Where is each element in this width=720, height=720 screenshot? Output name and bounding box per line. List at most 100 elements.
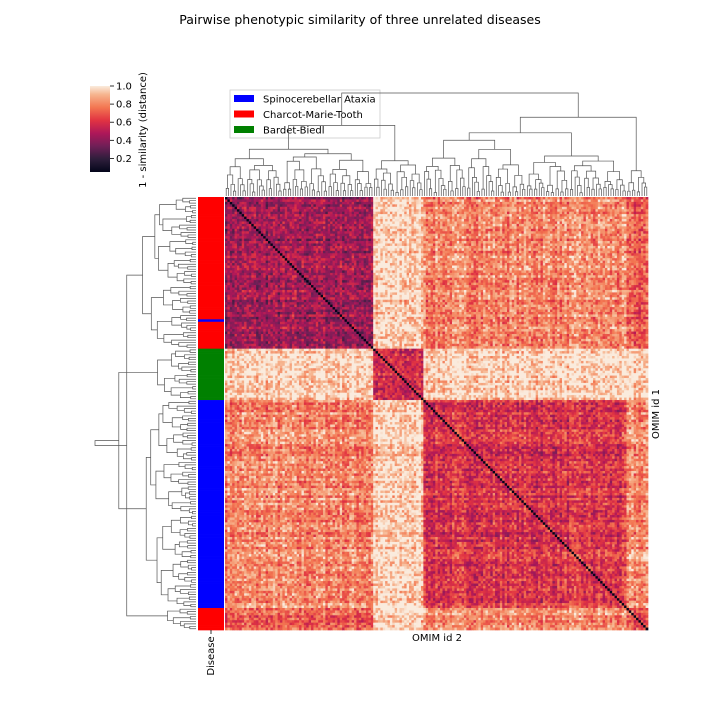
heatmap-cell	[385, 239, 388, 242]
heatmap-cell	[399, 251, 402, 254]
heatmap-cell	[543, 251, 546, 254]
heatmap-cell	[591, 236, 594, 239]
heatmap-cell	[431, 214, 434, 217]
heatmap-cell	[244, 197, 247, 200]
heatmap-cell	[591, 212, 594, 215]
heatmap-cell	[507, 221, 510, 224]
heatmap-cell	[232, 251, 235, 254]
row-dendrogram	[95, 198, 196, 629]
heatmap-cell	[626, 217, 629, 220]
heatmap-cell	[569, 243, 572, 246]
heatmap-cell	[278, 221, 281, 224]
heatmap-cell	[452, 229, 455, 232]
heatmap-cell	[435, 234, 438, 237]
heatmap-cell	[615, 229, 618, 232]
heatmap-cell	[239, 248, 242, 251]
heatmap-cell	[591, 234, 594, 237]
heatmap-cell	[435, 199, 438, 202]
heatmap-cell	[583, 231, 586, 234]
heatmap-cell	[548, 224, 551, 227]
heatmap-cell	[550, 202, 553, 205]
heatmap-cell	[502, 217, 505, 220]
heatmap-cell	[505, 239, 508, 242]
heatmap-cell	[634, 224, 637, 227]
dendrogram-link	[172, 317, 182, 325]
heatmap-cell	[354, 221, 357, 224]
heatmap-cell	[543, 231, 546, 234]
dendrogram-link	[572, 171, 578, 190]
heatmap-cell	[407, 199, 410, 202]
heatmap-cell	[617, 243, 620, 246]
heatmap-cell	[344, 229, 347, 232]
row-color-cell	[198, 486, 224, 489]
heatmap-cell	[433, 199, 436, 202]
heatmap-cell	[469, 229, 472, 232]
heatmap-cell	[442, 209, 445, 212]
heatmap-cell	[390, 214, 393, 217]
heatmap-cell	[471, 236, 474, 239]
heatmap-cell	[419, 243, 422, 246]
heatmap-cell	[502, 202, 505, 205]
heatmap-cell	[404, 253, 407, 256]
heatmap-cell	[263, 207, 266, 210]
heatmap-cell	[399, 212, 402, 215]
heatmap-cell	[576, 251, 579, 254]
dendrogram-link	[188, 560, 196, 562]
heatmap-cell	[426, 236, 429, 239]
heatmap-cell	[641, 214, 644, 217]
heatmap-cell	[607, 221, 610, 224]
heatmap-cell	[586, 241, 589, 244]
heatmap-cell	[514, 202, 517, 205]
heatmap-cell	[435, 239, 438, 242]
heatmap-cell	[617, 212, 620, 215]
dendrogram-link	[188, 235, 196, 237]
heatmap-cell	[342, 256, 345, 259]
heatmap-cell	[254, 209, 257, 212]
heatmap-cell	[297, 204, 300, 207]
heatmap-cell	[306, 234, 309, 237]
heatmap-cell	[249, 241, 252, 244]
heatmap-cell	[433, 236, 436, 239]
heatmap-cell	[538, 214, 541, 217]
heatmap-cell	[452, 243, 455, 246]
heatmap-cell	[242, 197, 245, 200]
heatmap-cell	[471, 202, 474, 205]
heatmap-cell	[555, 256, 558, 259]
row-color-cell	[198, 371, 224, 374]
heatmap-cell	[538, 217, 541, 220]
heatmap-cell	[440, 246, 443, 249]
heatmap-cell	[440, 219, 443, 222]
heatmap-cell	[538, 226, 541, 229]
heatmap-cell	[471, 239, 474, 242]
heatmap-cell	[249, 197, 252, 200]
heatmap-cell	[268, 212, 271, 215]
heatmap-cell	[292, 224, 295, 227]
heatmap-cell	[294, 246, 297, 249]
heatmap-cell	[392, 239, 395, 242]
heatmap-cell	[476, 226, 479, 229]
heatmap-cell	[366, 236, 369, 239]
heatmap-cell	[536, 202, 539, 205]
dendrogram-link	[405, 187, 407, 196]
heatmap-cell	[450, 231, 453, 234]
heatmap-cell	[638, 248, 641, 251]
heatmap-cell	[431, 234, 434, 237]
heatmap-cell	[543, 209, 546, 212]
heatmap-cell	[646, 239, 649, 242]
heatmap-cell	[459, 221, 462, 224]
heatmap-cell	[607, 204, 610, 207]
heatmap-cell	[557, 207, 560, 210]
heatmap-cell	[490, 204, 493, 207]
heatmap-cell	[607, 231, 610, 234]
heatmap-cell	[543, 246, 546, 249]
heatmap-cell	[572, 256, 575, 259]
heatmap-cell	[366, 199, 369, 202]
heatmap-cell	[397, 199, 400, 202]
heatmap-cell	[414, 246, 417, 249]
heatmap-cell	[419, 199, 422, 202]
dendrogram-link	[435, 170, 441, 192]
heatmap-cell	[576, 239, 579, 242]
heatmap-cell	[235, 224, 238, 227]
heatmap-cell	[641, 204, 644, 207]
heatmap-cell	[509, 241, 512, 244]
